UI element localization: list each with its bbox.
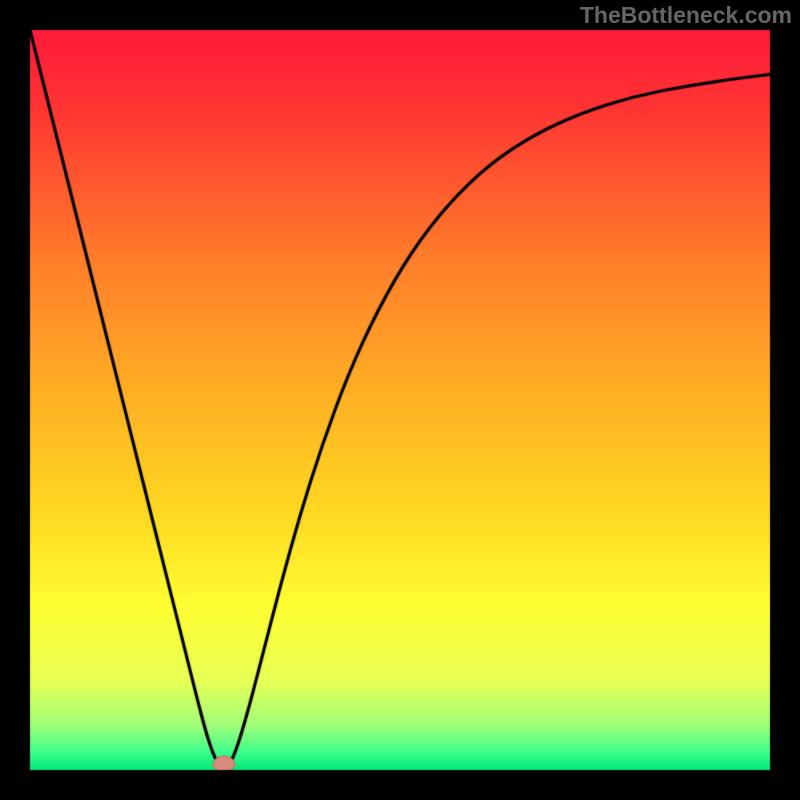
chart-container: TheBottleneck.com <box>0 0 800 800</box>
bottleneck-chart <box>0 0 800 800</box>
